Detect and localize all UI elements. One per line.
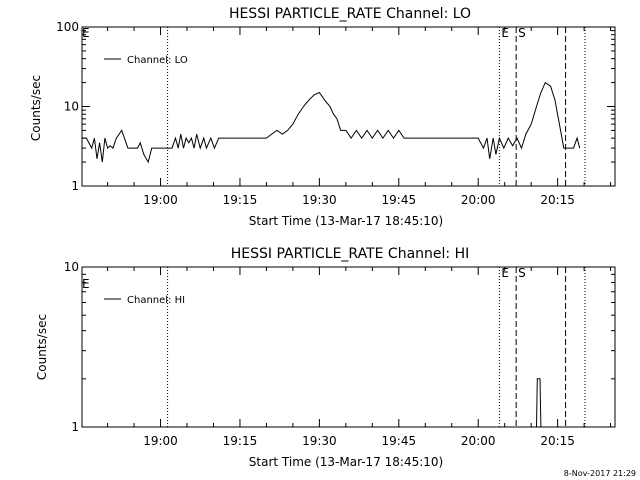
x-tick-label: 20:15 <box>540 193 575 207</box>
chart-title: HESSI PARTICLE_RATE Channel: HI <box>231 246 469 262</box>
x-tick-label: 19:00 <box>143 193 178 207</box>
marker-label: E <box>501 266 509 280</box>
x-tick-label: 20:00 <box>461 434 496 448</box>
x-tick-label: 19:30 <box>302 193 337 207</box>
chart-title: HESSI PARTICLE_RATE Channel: LO <box>229 6 471 22</box>
series-line <box>536 378 542 428</box>
legend-label: Channel: LO <box>127 55 188 66</box>
y-tick-label: 1 <box>71 179 79 193</box>
x-tick-label: 20:00 <box>461 193 496 207</box>
x-tick-label: 19:45 <box>382 193 417 207</box>
edge-label-e: E <box>82 26 90 40</box>
y-axis-label: Counts/sec <box>29 75 43 141</box>
y-tick-label: 100 <box>56 20 79 34</box>
y-tick-label: 10 <box>64 260 79 274</box>
axis-ticks: 1 10 100 19:00 19:15 19:30 19:45 20:00 20:15 <box>56 20 615 207</box>
x-tick-label: 19:15 <box>223 434 258 448</box>
footer-timestamp: 8-Nov-2017 21:29 <box>564 469 636 478</box>
x-tick-label: 20:15 <box>540 434 575 448</box>
x-tick-label: 19:45 <box>382 434 417 448</box>
legend-label: Channel: HI <box>127 295 185 306</box>
plot-frame <box>81 266 616 428</box>
series-layer <box>536 378 542 428</box>
marker-label: E <box>501 26 509 40</box>
x-tick-label: 19:30 <box>302 434 337 448</box>
y-tick-label: 1 <box>71 420 79 434</box>
series-line <box>82 81 581 164</box>
edge-label-e: E <box>82 277 90 291</box>
axis-ticks: 1 10 19:00 19:15 19:30 19:45 20:00 20:15 <box>64 260 615 448</box>
series-layer <box>82 81 581 164</box>
y-axis-label: Counts/sec <box>35 314 49 380</box>
chart-panel-hi: HESSI PARTICLE_RATE Channel: HI Counts/s… <box>35 246 616 469</box>
marker-label: S <box>518 266 526 280</box>
chart-panel-lo: HESSI PARTICLE_RATE Channel: LO Counts/s… <box>29 6 616 228</box>
x-tick-label: 19:15 <box>223 193 258 207</box>
plot-frame <box>81 26 616 187</box>
x-axis-label: Start Time (13-Mar-17 18:45:10) <box>249 455 443 469</box>
marker-label: S <box>518 26 526 40</box>
y-tick-label: 10 <box>64 100 79 114</box>
x-tick-label: 19:00 <box>143 434 178 448</box>
x-axis-label: Start Time (13-Mar-17 18:45:10) <box>249 214 443 228</box>
